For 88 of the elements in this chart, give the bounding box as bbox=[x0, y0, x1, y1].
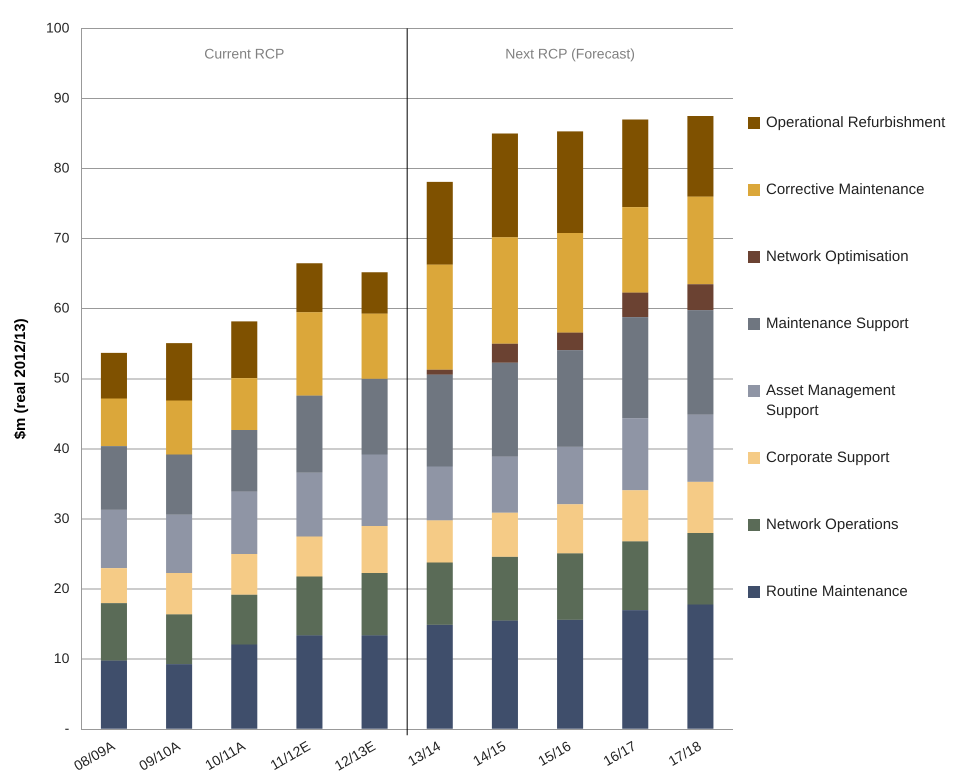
bar bbox=[231, 644, 258, 729]
y-tick-label: 80 bbox=[54, 159, 70, 176]
bar bbox=[296, 263, 322, 312]
bar bbox=[362, 314, 388, 379]
bar bbox=[492, 237, 518, 344]
y-tick-label: 60 bbox=[54, 300, 70, 316]
bar bbox=[296, 576, 322, 636]
bar bbox=[362, 635, 388, 729]
bar bbox=[492, 456, 518, 513]
bar bbox=[426, 520, 453, 562]
bar bbox=[426, 182, 453, 265]
bar bbox=[687, 310, 714, 415]
bar bbox=[362, 378, 388, 455]
y-tick-label: 70 bbox=[54, 230, 70, 246]
bar bbox=[557, 131, 584, 234]
bar bbox=[687, 604, 714, 729]
bar bbox=[622, 317, 648, 418]
bar bbox=[231, 554, 258, 595]
bar bbox=[231, 594, 258, 644]
bar bbox=[687, 116, 714, 197]
bar bbox=[231, 378, 258, 430]
bar bbox=[426, 624, 453, 729]
bar bbox=[100, 446, 127, 510]
y-tick-label: 50 bbox=[54, 370, 70, 386]
legend-label: Network Operations bbox=[766, 515, 900, 535]
bar bbox=[100, 603, 127, 661]
y-tick-label: 20 bbox=[54, 580, 70, 596]
bar bbox=[426, 264, 453, 370]
bar bbox=[622, 490, 648, 542]
bar bbox=[231, 321, 258, 378]
bar bbox=[492, 620, 518, 729]
bar bbox=[166, 572, 192, 614]
bar bbox=[622, 292, 648, 318]
bar bbox=[492, 512, 518, 557]
y-tick-label: - bbox=[64, 720, 70, 736]
bar bbox=[100, 568, 127, 604]
bar bbox=[426, 562, 453, 625]
annotation: Current RCP bbox=[204, 45, 284, 62]
bar bbox=[166, 400, 192, 455]
bar bbox=[166, 343, 192, 401]
y-tick-label: 90 bbox=[54, 89, 70, 106]
y-tick-label: 100 bbox=[46, 19, 70, 36]
bar bbox=[557, 332, 584, 350]
legend-label: Operational Refurbishment bbox=[766, 113, 946, 133]
bar bbox=[166, 664, 192, 729]
bar bbox=[492, 344, 518, 363]
y-tick-label: 30 bbox=[54, 510, 70, 526]
bar bbox=[296, 635, 322, 729]
legend-label: Corporate Support bbox=[766, 448, 890, 468]
bar bbox=[557, 620, 584, 729]
bar bbox=[231, 430, 258, 492]
bar bbox=[557, 553, 584, 620]
bar bbox=[296, 536, 322, 576]
annotation: Next RCP (Forecast) bbox=[505, 45, 635, 62]
bar bbox=[362, 572, 388, 636]
bar bbox=[100, 398, 127, 446]
bar bbox=[492, 134, 518, 238]
bar bbox=[100, 660, 127, 729]
bar bbox=[557, 350, 584, 447]
bar bbox=[557, 504, 584, 554]
bar bbox=[166, 614, 192, 664]
y-axis-title: $m (real 2012/13) bbox=[12, 318, 30, 440]
bar bbox=[557, 233, 584, 333]
bar bbox=[622, 120, 648, 208]
bar bbox=[166, 454, 192, 515]
bar bbox=[622, 610, 648, 729]
legend-label: Maintenance Support bbox=[766, 314, 910, 334]
bar bbox=[362, 272, 388, 314]
bar bbox=[296, 312, 322, 396]
bar bbox=[426, 370, 453, 375]
bar bbox=[100, 352, 127, 398]
y-tick-label: 40 bbox=[54, 440, 70, 456]
bar bbox=[687, 196, 714, 284]
bar bbox=[426, 374, 453, 466]
bar bbox=[296, 396, 322, 473]
bar bbox=[687, 533, 714, 605]
bar bbox=[492, 556, 518, 621]
bar bbox=[492, 362, 518, 457]
bar bbox=[687, 284, 714, 310]
bar bbox=[362, 526, 388, 573]
bar bbox=[622, 207, 648, 293]
legend-label: Corrective Maintenance bbox=[766, 180, 926, 200]
legend-label: Asset Management Support bbox=[766, 381, 896, 421]
y-tick-label: 10 bbox=[54, 650, 70, 666]
bar bbox=[687, 482, 714, 534]
legend-label: Routine Maintenance bbox=[766, 582, 909, 602]
bar bbox=[622, 541, 648, 610]
legend-label: Network Optimisation bbox=[766, 247, 910, 267]
